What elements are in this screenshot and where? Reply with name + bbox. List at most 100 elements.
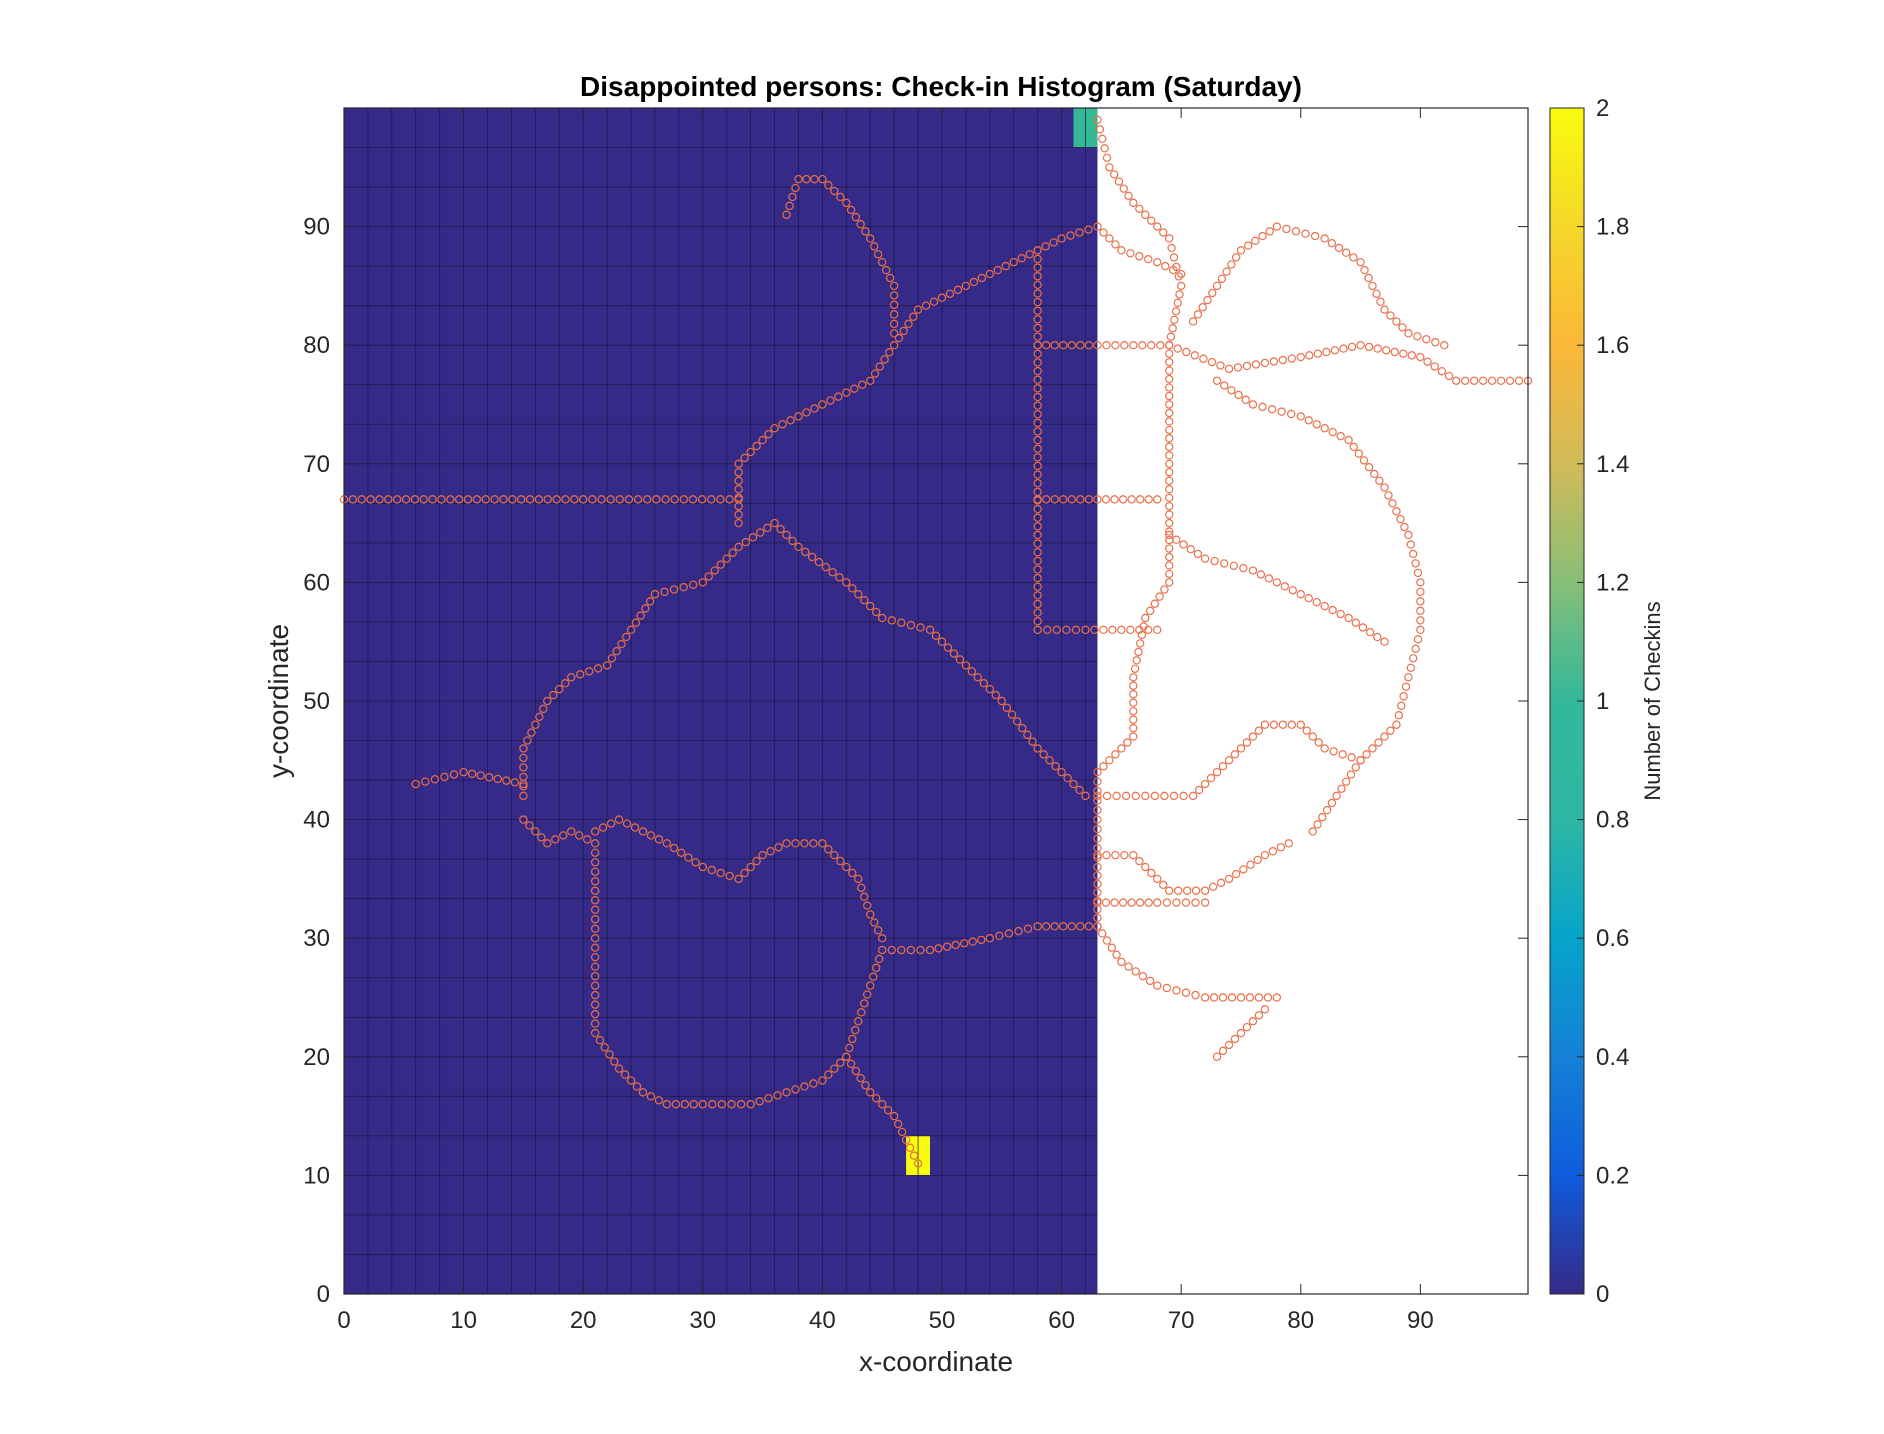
checkin-point: [1373, 344, 1382, 353]
checkin-point: [931, 631, 941, 640]
checkin-overlay-points: [339, 115, 1533, 1168]
checkin-point: [1320, 424, 1329, 433]
colorbar-tick-label: 0: [1596, 1281, 1609, 1308]
checkin-point: [906, 620, 916, 630]
checkin-point: [1067, 341, 1077, 350]
checkin-point: [1050, 922, 1059, 931]
colorbar-tick-label: 1.6: [1596, 332, 1629, 359]
checkin-point: [357, 495, 366, 504]
checkin-point: [863, 990, 872, 999]
x-tick-label: 20: [570, 1307, 597, 1334]
checkin-point: [866, 910, 875, 919]
checkin-point: [880, 355, 889, 364]
checkin-point: [472, 495, 482, 504]
checkin-point: [1373, 632, 1382, 642]
checkin-point: [698, 1100, 707, 1109]
checkin-point: [810, 404, 819, 413]
checkin-point: [1165, 234, 1174, 243]
checkin-point: [1278, 720, 1288, 729]
checkin-point: [766, 847, 775, 856]
checkin-point: [1084, 922, 1094, 931]
checkin-point: [791, 183, 800, 193]
checkin-point: [519, 782, 528, 791]
checkin-point: [1327, 239, 1337, 248]
checkin-point: [1033, 591, 1042, 600]
checkin-point: [1304, 416, 1313, 425]
checkin-point: [1200, 886, 1210, 895]
checkin-point: [660, 587, 669, 597]
checkin-point: [1364, 273, 1373, 283]
checkin-point: [1165, 476, 1174, 485]
checkin-point: [758, 435, 767, 445]
checkin-point: [1033, 289, 1042, 298]
checkin-point: [1120, 341, 1129, 350]
checkin-point: [1230, 1034, 1240, 1044]
checkin-point: [818, 174, 827, 184]
checkin-point: [1129, 715, 1138, 724]
checkin-point: [1156, 341, 1165, 350]
checkin-point: [1248, 1017, 1258, 1026]
checkin-point: [1165, 451, 1174, 460]
checkin-point: [857, 883, 866, 892]
checkin-point: [872, 963, 881, 973]
checkin-point: [1135, 639, 1145, 648]
checkin-point: [437, 495, 446, 504]
checkin-point: [1374, 738, 1383, 747]
checkin-point: [1041, 242, 1050, 251]
checkin-point: [1193, 549, 1203, 559]
checkin-point: [1075, 228, 1084, 237]
checkin-point: [1033, 375, 1042, 384]
checkin-point: [1002, 703, 1012, 712]
colorbar-tick-label: 1.2: [1596, 569, 1629, 596]
checkin-point: [590, 915, 600, 924]
checkin-point: [1313, 349, 1323, 358]
checkin-point: [679, 495, 688, 504]
checkin-point: [606, 495, 615, 504]
checkin-point: [1172, 262, 1181, 272]
checkin-point: [872, 1094, 881, 1103]
checkin-point: [1033, 470, 1042, 479]
checkin-point: [1336, 609, 1345, 619]
checkin-point: [746, 1100, 755, 1109]
checkin-point: [1236, 993, 1246, 1002]
colorbar-tick-label: 1.8: [1596, 214, 1629, 241]
checkin-point: [1165, 527, 1174, 536]
checkin-point: [519, 753, 528, 763]
checkin-point: [899, 326, 908, 336]
checkin-point: [697, 495, 707, 504]
checkin-point: [1121, 791, 1131, 801]
checkin-point: [1118, 495, 1128, 504]
checkin-point: [1505, 376, 1515, 385]
checkin-point: [877, 934, 887, 943]
checkin-point: [1342, 248, 1351, 257]
checkin-point: [1033, 530, 1042, 540]
checkin-point: [1416, 616, 1425, 625]
checkin-point: [916, 945, 925, 955]
checkin-point: [620, 1070, 630, 1079]
checkin-point: [1218, 1046, 1228, 1056]
checkin-point: [1349, 253, 1358, 262]
checkin-point: [1033, 539, 1042, 548]
checkin-point: [1200, 898, 1210, 907]
checkin-point: [1135, 856, 1144, 866]
checkin-point: [889, 310, 899, 319]
checkin-point: [1413, 635, 1423, 644]
checkin-point: [1033, 332, 1042, 341]
checkin-point: [802, 174, 811, 184]
checkin-point: [763, 523, 772, 533]
checkin-point: [1318, 813, 1327, 822]
checkin-point: [834, 392, 843, 401]
checkin-point: [1124, 962, 1133, 971]
checkin-point: [1179, 540, 1188, 549]
checkin-point: [670, 495, 679, 504]
checkin-point: [1478, 376, 1488, 385]
checkin-point: [848, 584, 857, 593]
y-axis-label: y-coordinate: [263, 624, 294, 778]
checkin-point: [945, 289, 955, 299]
checkin-point: [689, 580, 698, 589]
checkin-point: [1033, 410, 1042, 419]
checkin-point: [605, 1050, 614, 1059]
checkin-point: [746, 447, 755, 457]
checkin-point: [543, 696, 552, 706]
checkin-point: [1033, 435, 1042, 445]
